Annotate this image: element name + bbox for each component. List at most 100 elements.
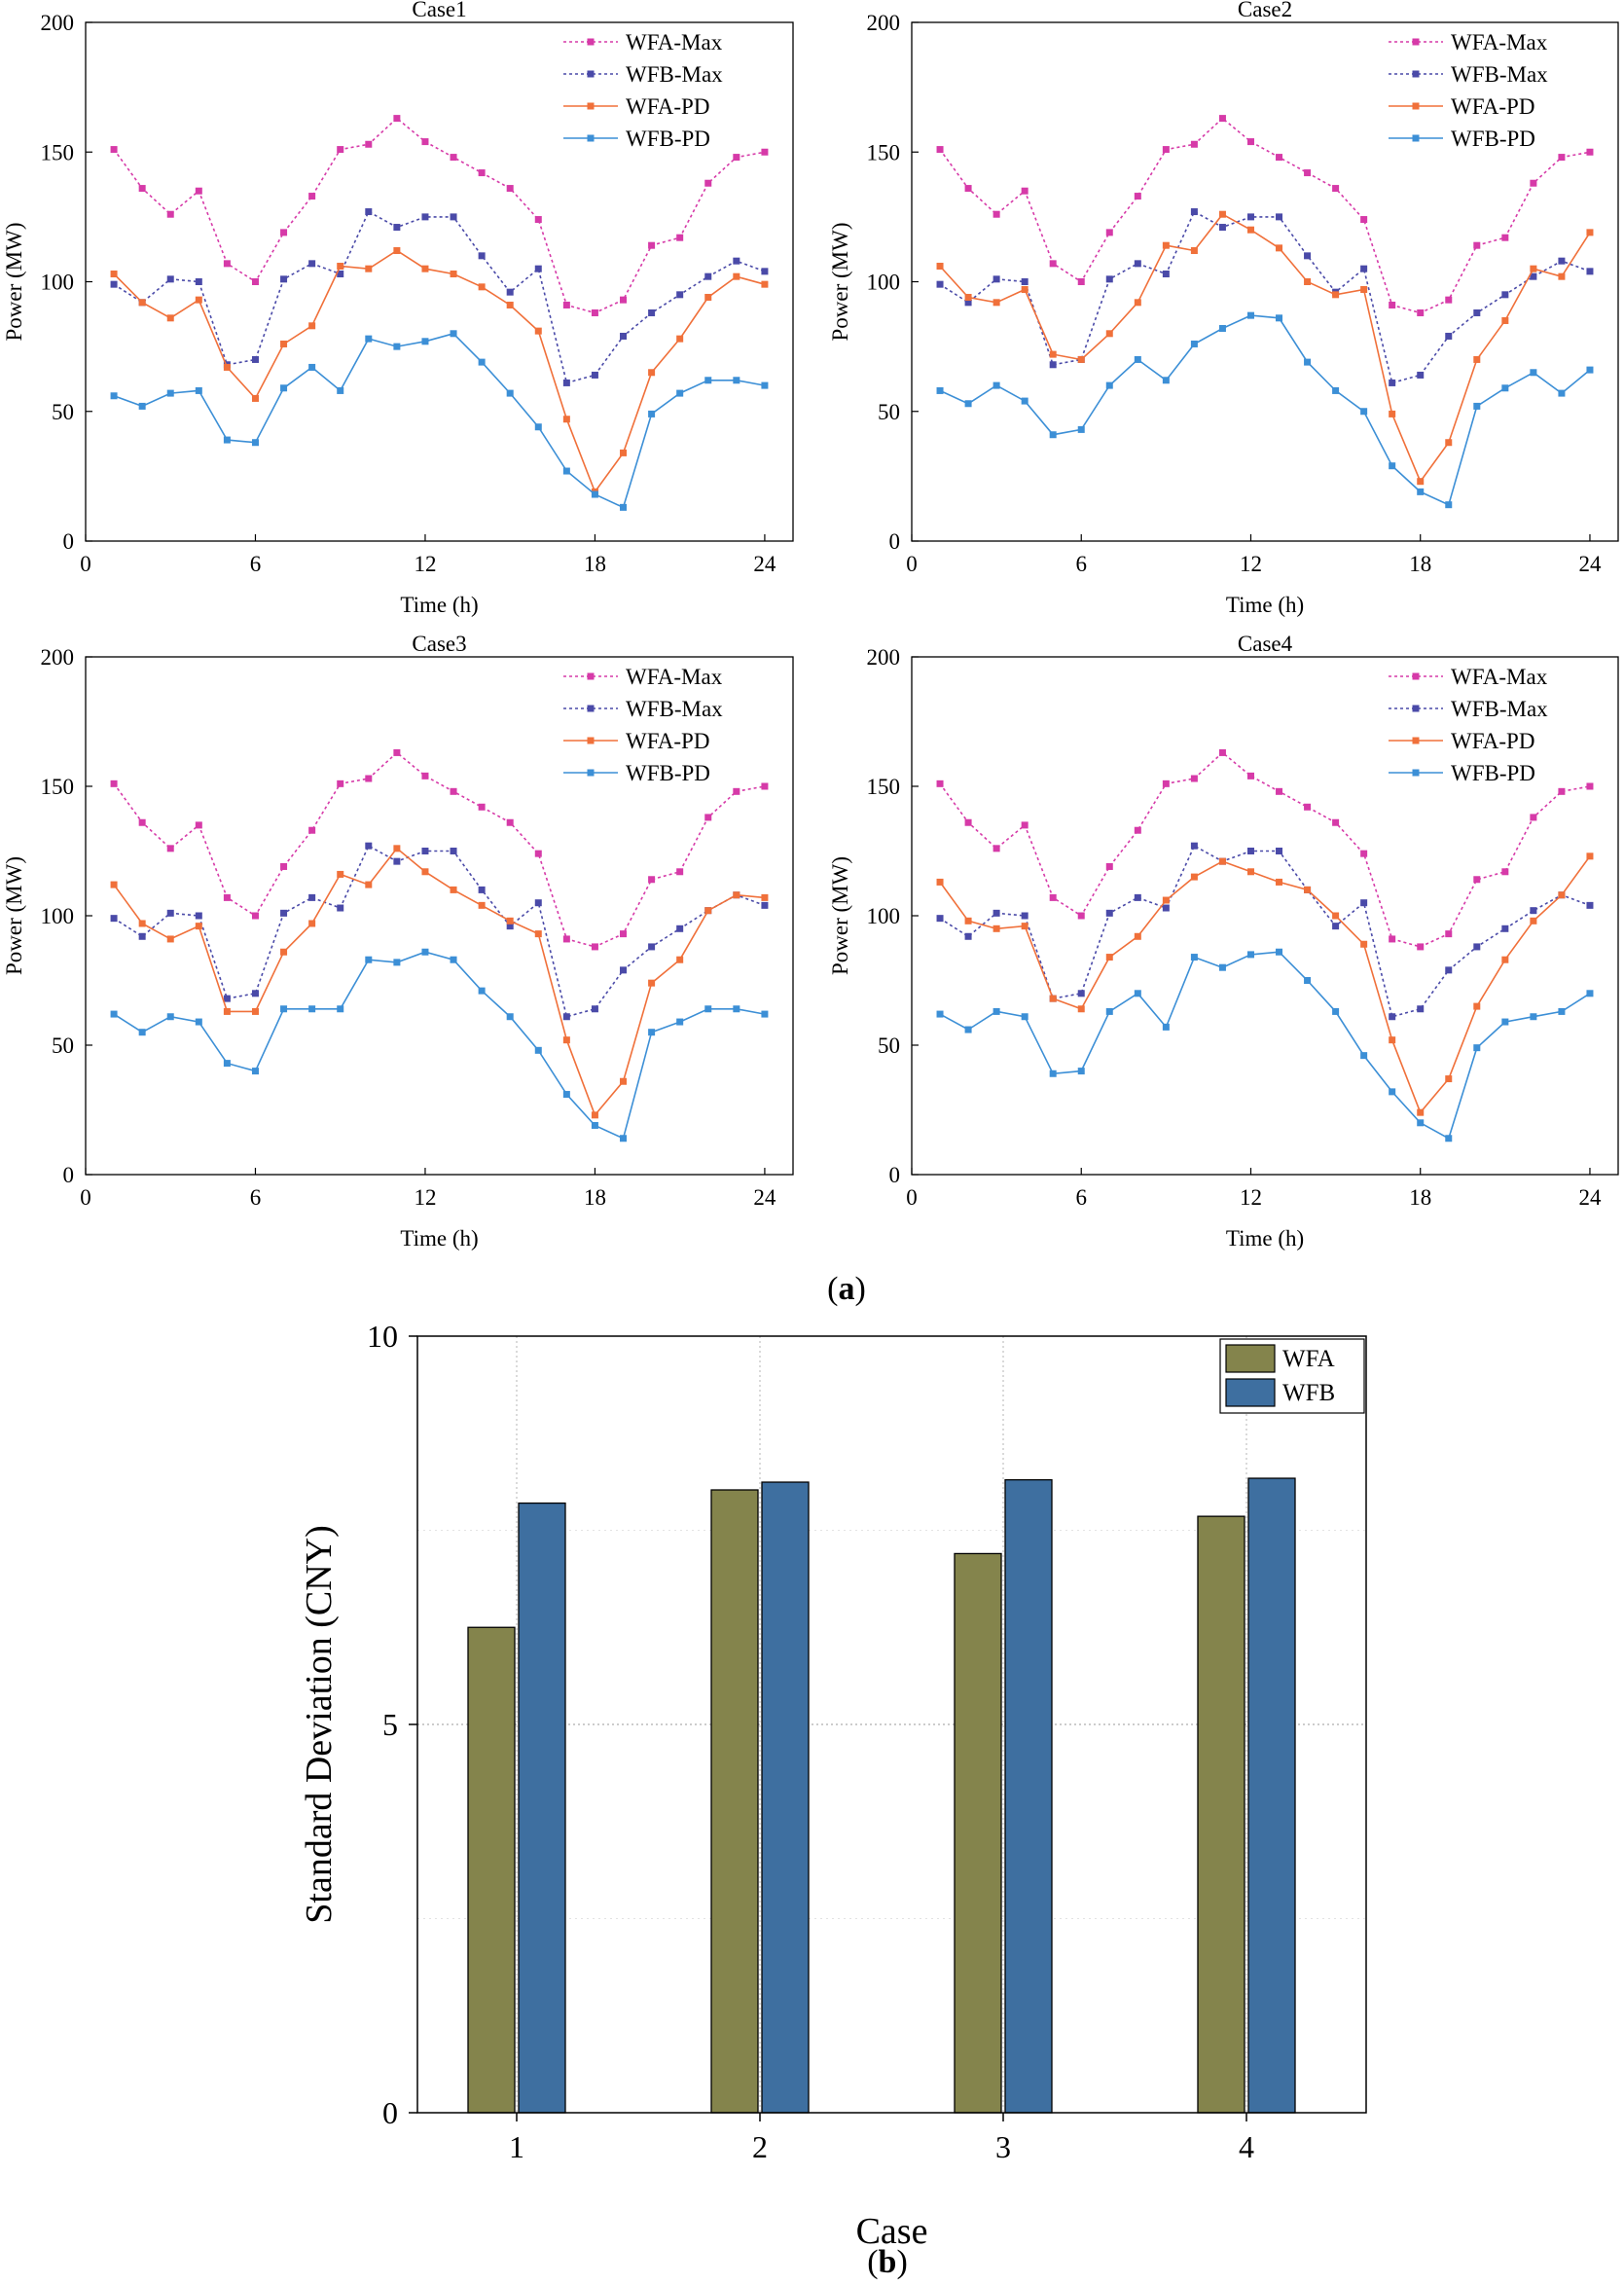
data-point [110,392,118,400]
data-point [110,881,118,888]
data-point [1389,1013,1396,1021]
legend-label: WFA-Max [626,30,723,54]
data-point [450,956,457,963]
series-line-wfb-pd [939,314,1591,506]
data-point [337,146,344,154]
data-point [337,263,344,271]
data-point [251,355,259,363]
data-point [648,369,656,377]
data-point [1162,779,1170,787]
data-point [761,280,769,288]
legend-label: WFA-Max [1451,30,1548,54]
data-point [365,956,373,963]
data-point [1190,140,1198,148]
data-point [223,1007,231,1015]
data-point [704,377,712,384]
data-point [280,229,288,236]
y-tick-label: 150 [867,140,901,164]
data-point [506,818,514,826]
data-point [365,140,373,148]
data-point [1389,1036,1396,1044]
data-point [478,901,486,909]
legend-label: WFA [1282,1346,1335,1372]
legend-label: WFB-PD [1451,761,1535,785]
x-axis-label: Time (h) [400,1226,478,1251]
data-point [1276,314,1283,322]
data-point [936,263,944,271]
data-point [733,787,740,795]
data-point [223,436,231,444]
data-point [450,787,457,795]
data-point [648,241,656,249]
data-point [421,848,429,854]
data-point [393,845,401,852]
data-point [676,956,684,963]
data-point [1105,229,1113,236]
bar-wfb [1247,1477,1296,2114]
data-point [733,1005,740,1013]
data-point [964,400,972,408]
data-point [936,779,944,787]
data-point [138,920,146,927]
x-tick-label: 4 [1239,2129,1254,2164]
bar-wfa [710,1489,759,2114]
data-point [936,915,944,923]
data-point [110,271,118,278]
data-point [1105,381,1113,389]
data-point [1332,1007,1340,1015]
legend-label: WFA-PD [626,94,709,119]
data-point [166,935,174,943]
data-point [421,338,429,345]
data-point [223,260,231,268]
data-point [1246,213,1254,221]
x-tick-label: 3 [995,2129,1011,2164]
data-point [1049,893,1057,901]
data-point [562,1091,570,1099]
series-line-wfb-pd [939,951,1591,1140]
data-point [1360,285,1368,293]
data-point [992,299,1000,307]
data-point [223,1060,231,1068]
data-point [1389,301,1396,308]
data-point [478,169,486,177]
data-point [1021,278,1029,285]
data-point [1021,1013,1029,1021]
data-point [733,377,740,384]
data-point [562,379,570,386]
y-tick-label: 0 [63,529,75,554]
data-point [308,363,316,371]
data-point [1586,990,1594,997]
data-point [1417,1005,1425,1013]
data-point [506,923,514,930]
data-point [1134,826,1141,834]
data-point [1162,1023,1170,1031]
data-point [506,185,514,193]
data-point [1276,154,1283,162]
data-point [478,886,486,893]
y-tick-label: 50 [52,1033,74,1058]
data-point [1304,886,1312,893]
data-point [676,291,684,299]
data-point [251,439,259,447]
x-tick-label: 0 [80,552,91,576]
data-point [1360,850,1368,857]
data-point [1473,308,1481,316]
data-point [1558,787,1566,795]
data-point [421,213,429,221]
data-point [676,924,684,932]
legend-label: WFA-Max [1451,665,1548,689]
data-point [761,901,769,909]
data-point [506,301,514,308]
x-tick-label: 18 [584,552,606,576]
data-point [450,330,457,338]
data-point [1501,234,1509,241]
data-point [337,386,344,394]
data-point [562,416,570,423]
data-point [393,857,401,865]
data-point [393,748,401,756]
series-line-wfa-max [113,117,766,314]
x-tick-label: 6 [250,1185,262,1210]
data-point [936,146,944,154]
x-tick-label: 6 [1075,1185,1087,1210]
legend-swatch-marker [587,705,595,712]
